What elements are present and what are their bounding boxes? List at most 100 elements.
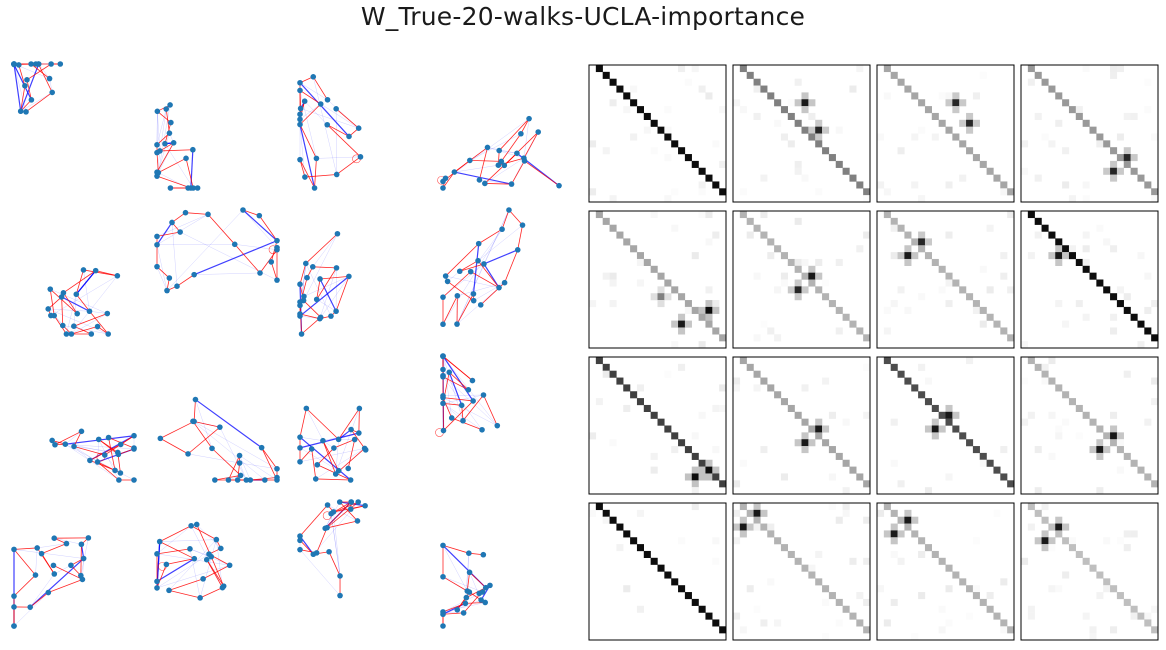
walk-edge: [61, 296, 64, 326]
graph-node: [466, 569, 473, 576]
extra-edge: [316, 156, 361, 159]
graph-node: [62, 441, 69, 447]
extra-edge: [159, 539, 217, 542]
walk-edge: [228, 455, 240, 481]
matrix-cell: [1068, 106, 1076, 114]
walk-edge: [156, 564, 167, 589]
matrix-cell: [952, 106, 960, 114]
matrix-cell: [1027, 605, 1035, 613]
graph-node: [362, 502, 368, 509]
extra-edge: [50, 288, 108, 314]
matrix-cell: [842, 509, 850, 517]
matrix-cell: [801, 384, 809, 392]
graph-node: [476, 177, 483, 183]
matrix-cell: [1000, 252, 1008, 260]
graph-node: [345, 465, 352, 472]
graph-node: [475, 257, 481, 264]
matrix-cell: [767, 384, 775, 392]
matrix-cell: [801, 286, 809, 294]
matrix-cell: [959, 174, 967, 182]
attention-matrix: [588, 356, 727, 495]
graph-node: [303, 260, 309, 267]
walk-edge: [523, 131, 539, 159]
matrix-cell: [1034, 537, 1042, 545]
graph-drawing: [49, 428, 137, 483]
matrix-cell: [1144, 106, 1152, 114]
graph-node: [337, 592, 343, 599]
graph-node: [494, 422, 501, 429]
graph-drawing: [297, 499, 368, 599]
matrix-cell: [856, 181, 864, 189]
matrix-cell: [623, 384, 631, 392]
matrix-cell: [733, 523, 741, 531]
matrix-cell: [698, 459, 706, 467]
graph-drawing: [435, 353, 501, 437]
matrix-cell: [705, 459, 713, 467]
graph-node: [156, 538, 163, 545]
graph-node: [331, 445, 337, 451]
matrix-cell: [1062, 391, 1070, 399]
matrix-cell: [986, 224, 994, 232]
matrix-cell: [671, 320, 679, 328]
matrix-cell: [1021, 140, 1029, 148]
extra-edge: [196, 524, 222, 549]
graph-node: [131, 432, 137, 439]
walk-edge: [358, 408, 360, 434]
matrix-cell: [904, 306, 912, 314]
graph-node: [217, 424, 223, 430]
matrix-cell: [664, 279, 672, 287]
matrix-cell: [1130, 605, 1138, 613]
matrix-cell: [1082, 557, 1090, 565]
matrix-cell: [890, 509, 898, 517]
walk-edge: [299, 90, 321, 105]
extra-edge: [442, 118, 530, 182]
graph-node: [333, 106, 339, 112]
walk-edge: [166, 558, 195, 565]
matrix-cell: [966, 357, 974, 365]
matrix-cell: [931, 550, 939, 558]
matrix-cell: [691, 487, 699, 495]
matrix-cell: [1151, 398, 1159, 406]
matrix-cell: [1137, 466, 1145, 474]
matrix-cell: [918, 537, 926, 545]
matrix-cell: [1007, 188, 1015, 196]
matrix-cell: [1041, 377, 1049, 385]
graph-node: [154, 578, 160, 585]
matrix-cell: [712, 446, 720, 454]
matrix-cell: [664, 571, 672, 579]
matrix-cell: [1048, 85, 1056, 93]
graph-node: [46, 75, 53, 82]
matrix-frame: [732, 356, 871, 495]
matrix-cell: [918, 592, 926, 600]
matrix-cell: [1089, 633, 1097, 641]
matrix-cell: [753, 78, 761, 86]
matrix-cell: [698, 411, 706, 419]
matrix-cell: [595, 65, 603, 73]
extra-edge: [312, 233, 338, 267]
graph-node: [114, 273, 121, 279]
matrix-cell: [972, 592, 980, 600]
graph-node: [49, 89, 56, 96]
matrix-cell: [890, 418, 898, 426]
matrix-cell: [1027, 252, 1035, 260]
extra-edge: [330, 513, 341, 576]
attention-matrix: [588, 64, 727, 203]
matrix-cell: [753, 516, 761, 524]
extra-edge: [330, 513, 341, 576]
extra-edge: [192, 421, 266, 481]
graph-node: [480, 551, 487, 558]
matrix-cell: [911, 530, 919, 538]
matrix-cell: [1089, 418, 1097, 426]
graph-node: [191, 271, 197, 278]
matrix-cell: [753, 272, 761, 280]
matrix-cell: [801, 446, 809, 454]
graph-node: [440, 542, 446, 549]
graph-node: [22, 82, 28, 89]
matrix-cell: [794, 293, 802, 301]
matrix-cell: [1137, 320, 1145, 328]
matrix-cell: [719, 626, 727, 634]
matrix-cell: [911, 252, 919, 260]
matrix-cell: [835, 516, 843, 524]
matrix-cell: [1096, 279, 1104, 287]
graph-node: [481, 261, 487, 267]
